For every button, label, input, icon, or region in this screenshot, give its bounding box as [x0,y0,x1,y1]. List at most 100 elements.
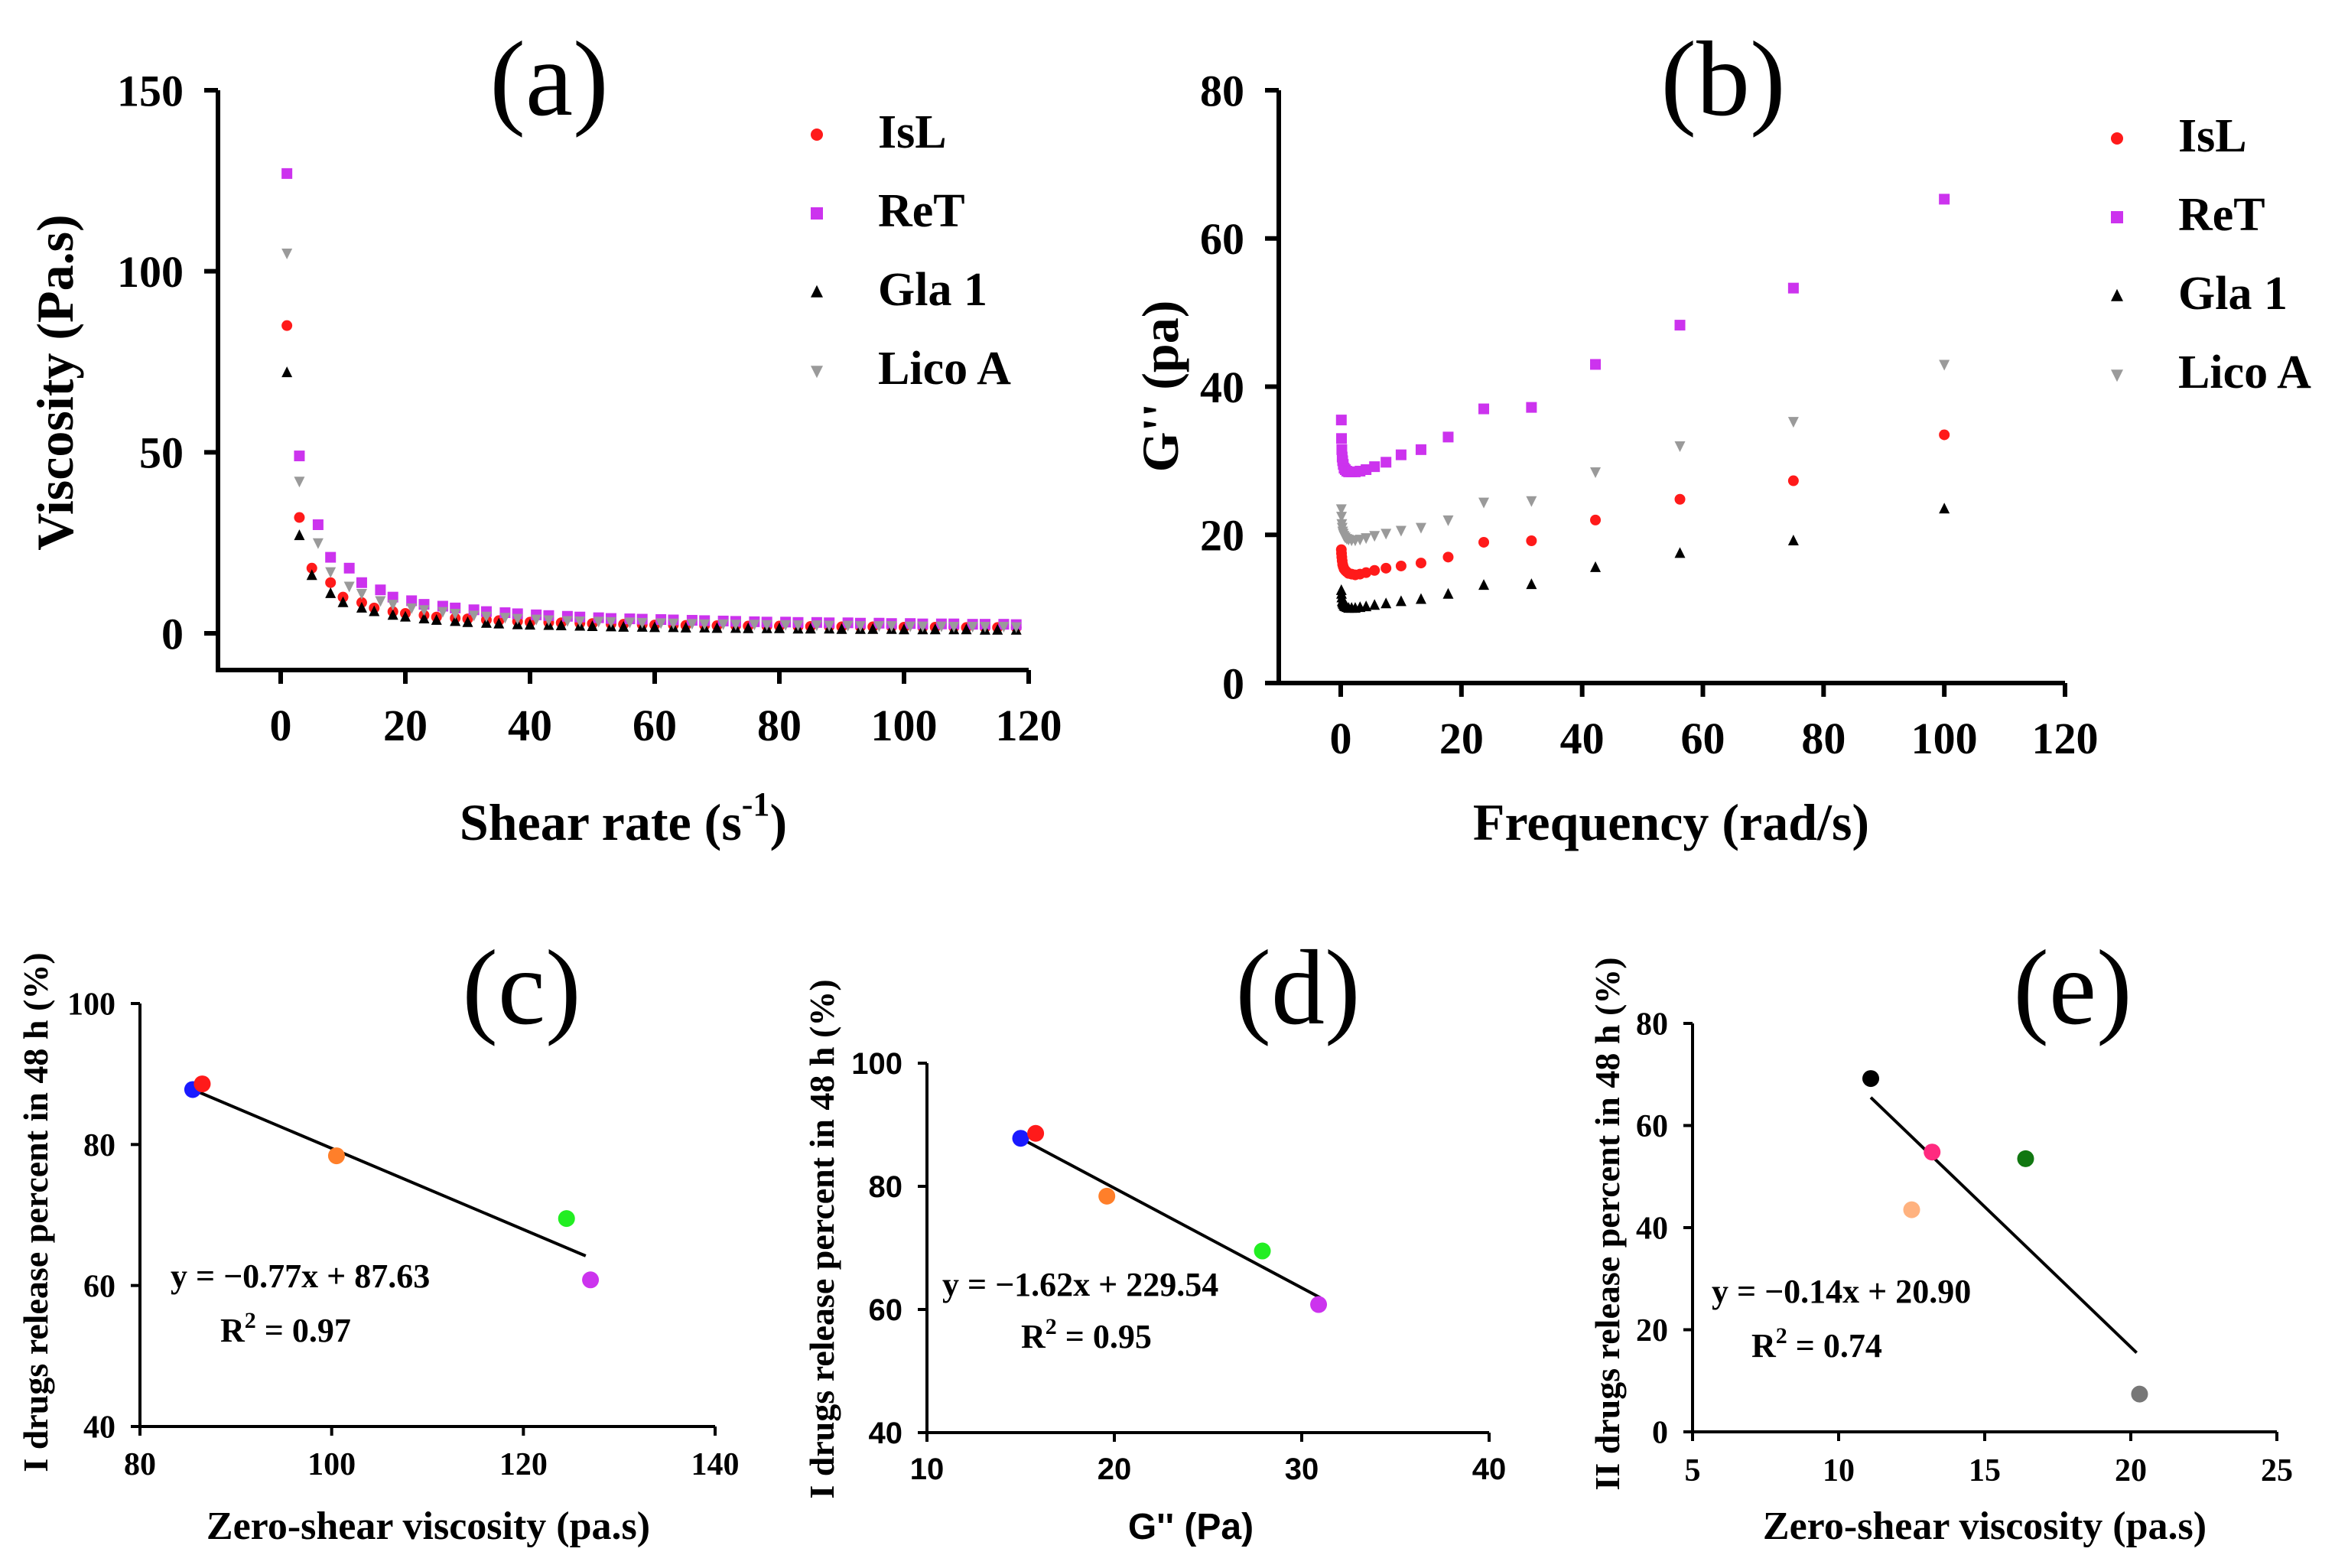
panel-a-point-licoa [686,619,698,630]
panel-e-y-tick-label: 20 [1636,1313,1668,1348]
panel-e-label: (e) [2013,929,2132,1047]
panel-e-y-tick-label: 60 [1636,1109,1668,1144]
panel-a-x-tick-label: 80 [757,701,802,750]
panel-b-legend-marker-ret [2111,211,2123,223]
panel-b-point-gla1 [1442,587,1454,599]
panel-a-x-tick-label: 100 [871,701,938,750]
panel-b-point-gla1 [1361,600,1372,612]
panel-a-point-gla1 [711,622,723,633]
panel-b-point-isl [1674,493,1686,505]
panel-b-point-isl [1369,564,1381,576]
panel-a-x-tick-label: 0 [270,701,292,750]
panel-a-legend-marker-ret [811,207,823,220]
panel-c-point-red [193,1075,211,1093]
panel-a-point-licoa [312,538,324,549]
panel-c-release-vs-viscosity-chart: (c) 80 100 120 140 40 60 80 100 I drugs release… [16,929,740,1548]
panel-a-point-licoa [605,616,616,628]
panel-b-loss-modulus-chart: (b) 0 20 40 60 80 100 120 0 20 40 60 80 G'' (pa) Fr… [1131,20,2311,851]
panel-e-fit-line [1869,1096,2138,1354]
panel-a-point-licoa [468,610,480,622]
panel-c-y-axis-label: I drugs release percent in 48 h (%) [16,952,55,1472]
panel-a-point-gla1 [867,623,879,634]
panel-a-point-licoa [636,617,648,629]
panel-a-legend-marker-gla1 [811,285,823,298]
panel-d-x-tick-label: 30 [1285,1453,1319,1486]
panel-b-point-isl [1526,535,1537,546]
panel-e-r2-sup: 2 [1776,1323,1787,1348]
panel-a-point-ret [406,595,418,607]
panel-a-point-gla1 [899,623,909,635]
panel-d-x-axis-label: G'' (Pa) [1128,1507,1254,1547]
panel-b-y-tick-label: 20 [1200,511,1244,561]
panel-e-x-tick-label: 5 [1685,1453,1701,1488]
panel-b-point-ret [1787,282,1799,294]
panel-d-point-orange [1098,1187,1116,1205]
panel-a-y-tick-label: 50 [139,428,184,478]
panel-b-point-gla1 [1526,578,1537,590]
panel-a-point-gla1 [929,623,941,635]
panel-d-point-blue [1012,1130,1029,1147]
panel-a-point-licoa [749,620,760,631]
panel-a-point-licoa [325,567,337,578]
panel-a-point-licoa [1010,622,1022,633]
panel-a-legend-ret: ReT [878,185,965,237]
panel-c-r2-prefix: R [220,1312,246,1349]
panel-b-point-gla1 [1381,597,1392,609]
panel-d-y-tick-label: 60 [869,1293,903,1327]
panel-c-x-axis-label: Zero-shear viscosity (pa.s) [207,1505,650,1548]
panel-b-point-licoa [1395,525,1407,537]
panel-b-x-tick-label: 100 [1911,714,1978,763]
panel-a-point-licoa [450,609,461,620]
panel-b-legend-gla1: Gla 1 [2178,268,2288,320]
panel-c-point-orange [327,1147,345,1165]
panel-e-r2-suffix: = 0.74 [1787,1327,1882,1365]
panel-b-point-licoa [1478,497,1490,509]
panel-a-x-tick-label: 60 [633,701,677,750]
panel-b-point-licoa [1442,515,1454,526]
panel-d-x-tick-label: 20 [1098,1453,1132,1486]
panel-a-x-tick-label: 40 [508,701,552,750]
panel-c-fit-line [192,1088,587,1257]
panel-a-point-licoa [699,619,711,630]
panel-b-x-tick-label: 40 [1560,714,1605,763]
panel-b-point-ret [1415,444,1426,455]
panel-a-point-licoa [294,477,305,488]
panel-b-legend-licoa: Lico A [2178,346,2311,399]
panel-b-point-ret [1361,464,1372,475]
panel-a-point-licoa [418,605,430,616]
panel-a-point-gla1 [294,529,305,541]
panel-a-point-ret [387,591,398,603]
panel-a-point-ret [325,551,337,563]
panel-b-point-gla1 [1478,579,1490,590]
panel-b-point-licoa [1526,496,1537,507]
panel-a-point-gla1 [337,596,349,607]
panel-a-y-tick-label: 0 [161,609,184,659]
panel-d-x-tick-label: 40 [1472,1453,1507,1486]
panel-a-point-gla1 [649,621,660,633]
panel-c-x-tick-label: 120 [499,1447,548,1482]
panel-b-point-licoa [1939,359,1950,371]
panel-c-equation: y = −0.77x + 87.63 [171,1257,430,1295]
panel-b-legend-ret: ReT [2178,189,2265,241]
panel-b-legend-isl: IsL [2178,110,2247,162]
panel-c-point-purple [582,1271,600,1289]
panel-b-point-ret [1369,461,1381,473]
panel-e-point-darkgreen [2017,1150,2034,1167]
panel-b-x-tick-label: 60 [1681,714,1725,763]
panel-b-legend: IsL ReT Gla 1 Lico A [2111,110,2311,399]
panel-a-x-tick-label: 20 [383,701,428,750]
panel-e-r-squared: R2 = 0.74 [1751,1323,1882,1365]
panel-a-point-gla1 [992,623,1003,635]
panel-e-point-pink [1924,1143,1941,1161]
panel-a-point-gla1 [680,621,691,633]
panel-a-legend-licoa: Lico A [878,343,1011,395]
panel-d-fit-line [1020,1137,1322,1300]
panel-d-point-green [1254,1242,1271,1260]
panel-e-y-axis-label: II drugs release percent in 48 h (%) [1588,957,1627,1490]
panel-a-point-gla1 [356,601,367,613]
panel-a-point-licoa [543,615,554,626]
panel-b-point-licoa [1361,533,1372,545]
panel-a-point-gla1 [281,366,293,378]
panel-e-release-vs-viscosity-chart: (e) 5 10 15 20 25 0 20 40 60 80 II drugs release … [1588,929,2293,1548]
